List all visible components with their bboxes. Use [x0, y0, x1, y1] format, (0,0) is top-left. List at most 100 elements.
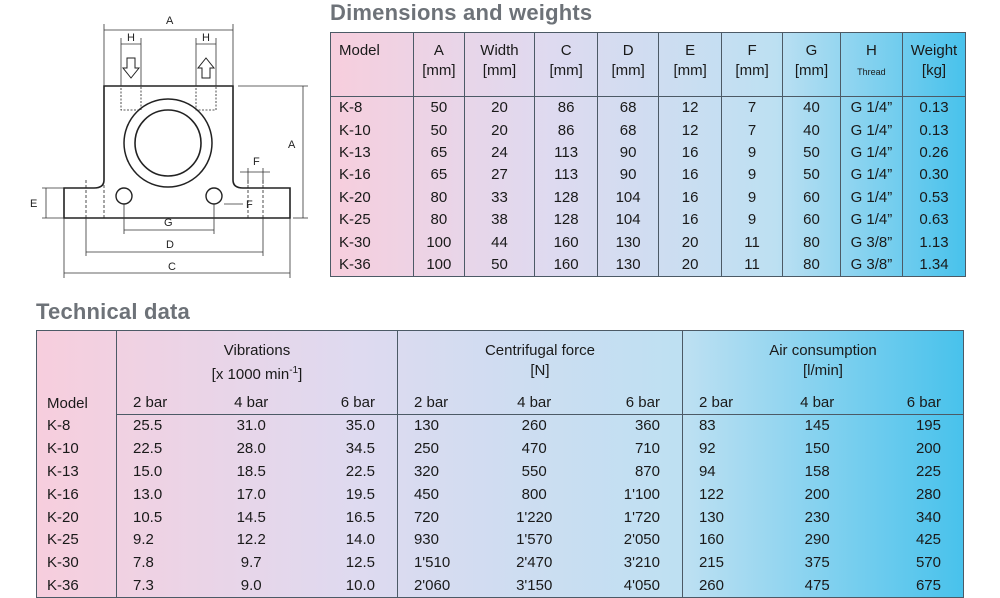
bore-outer — [123, 98, 213, 188]
dim-header-cell: Weight [kg] — [902, 32, 966, 97]
value-cell: 122 — [681, 483, 783, 507]
dimensions-title: Dimensions and weights — [330, 0, 593, 25]
value-cell: 200 — [804, 485, 830, 503]
value-cell: 7.8 — [116, 551, 217, 575]
value-cell: 60 — [782, 208, 841, 232]
model-cell: K-30 — [36, 551, 117, 575]
value-cell: 113 — [534, 141, 599, 165]
sub-header-pressure: 4 bar — [216, 386, 287, 415]
value-cell: 1'720 — [623, 508, 660, 526]
value-cell: 3'150 — [499, 574, 570, 598]
model-cell: K-13 — [330, 141, 414, 165]
dim-header-cell: D [mm] — [597, 32, 660, 97]
value-cell: 870 — [634, 462, 660, 480]
value-cell: 113 — [534, 164, 599, 187]
value-cell: 160 — [681, 528, 783, 552]
value-cell: 800 — [521, 485, 547, 503]
value-cell: 22.5 — [345, 462, 375, 480]
dim-header-cell: Width [mm] — [463, 32, 536, 97]
value-cell: 375 — [804, 554, 830, 572]
value-cell: 86 — [534, 119, 599, 142]
dim-label-G: G — [164, 217, 173, 229]
value-cell: 7 — [721, 96, 784, 120]
value-cell: 710 — [634, 440, 660, 458]
hole-right — [205, 187, 223, 205]
model-cell: K-20 — [330, 186, 414, 209]
value-cell: 320 — [396, 460, 500, 484]
value-cell: 104 — [597, 186, 660, 209]
value-cell: 16 — [658, 141, 723, 165]
dim-label-F: F — [253, 156, 260, 168]
value-cell: 90 — [597, 141, 660, 165]
dim-header-cell: A [mm] — [412, 32, 465, 97]
vibrator-drawing-svg: A H H A F F E G D C — [30, 15, 308, 278]
model-cell: K-36 — [36, 574, 117, 598]
sub-header-pressure: 4 bar — [499, 386, 570, 415]
technical-title: Technical data — [36, 299, 190, 324]
dim-header-cell: G [mm] — [782, 32, 841, 97]
dim-label-A-side: A — [288, 139, 296, 151]
value-cell: 18.5 — [236, 462, 266, 480]
value-cell: 27 — [463, 164, 536, 187]
value-cell: 0.63 — [902, 208, 966, 232]
table-row: K-13 65 24 113 90 16 9 50 G 1/4” 0.26 — [330, 141, 966, 165]
value-cell: 20 — [658, 231, 723, 254]
value-cell: 12.5 — [345, 554, 375, 572]
value-cell: 2'060 — [396, 574, 500, 598]
value-cell: 128 — [534, 208, 599, 232]
value-cell: 16 — [658, 164, 723, 187]
value-cell: 9 — [721, 141, 784, 165]
value-cell: 50 — [782, 141, 841, 165]
value-cell: 68 — [597, 96, 660, 120]
value-cell: 1.34 — [902, 253, 966, 278]
value-cell: 720 — [396, 506, 500, 529]
group-header-air-consumption: Air consumption [l/min] — [681, 330, 965, 386]
value-cell: 22.5 — [116, 437, 217, 461]
value-cell: 340 — [852, 506, 965, 529]
value-cell: 160 — [534, 253, 599, 278]
sub-header-pressure: 6 bar — [569, 386, 683, 415]
value-cell: 0.30 — [902, 164, 966, 187]
table-row: K-20 10.5 14.5 16.5 720 1'220 1'720 130 230 340 — [36, 506, 965, 529]
value-cell: 10.0 — [286, 574, 398, 598]
value-cell: 0.13 — [902, 119, 966, 142]
table-row: K-16 65 27 113 90 16 9 50 G 1/4” 0.30 — [330, 164, 966, 187]
value-cell: 158 — [804, 462, 830, 480]
value-cell: 86 — [534, 96, 599, 120]
value-cell: 19.5 — [345, 485, 375, 503]
model-cell: K-25 — [330, 208, 414, 232]
model-cell: K-8 — [36, 414, 117, 438]
value-cell: 0.53 — [902, 186, 966, 209]
value-cell: 9.0 — [216, 574, 287, 598]
value-cell: 2'050 — [623, 531, 660, 549]
value-cell: 9 — [721, 208, 784, 232]
value-cell: 160 — [534, 231, 599, 254]
value-cell: 260 — [681, 574, 783, 598]
value-cell: 128 — [534, 186, 599, 209]
tech-model-header: Model — [36, 330, 117, 415]
value-cell: 1'100 — [623, 485, 660, 503]
value-cell: 12.2 — [236, 531, 266, 549]
value-cell: 425 — [852, 528, 965, 552]
value-cell: 2'470 — [516, 554, 553, 572]
value-cell: G 3/8” — [839, 231, 904, 254]
value-cell: G 1/4” — [839, 141, 904, 165]
value-cell: 475 — [782, 574, 853, 598]
value-cell: 7 — [721, 119, 784, 142]
table-row: K-30 100 44 160 130 20 11 80 G 3/8” 1.13 — [330, 231, 966, 254]
bore-inner — [134, 109, 202, 177]
value-cell: 150 — [804, 440, 830, 458]
technical-drawing: A H H A F F E G D C — [8, 8, 318, 278]
table-row: K-36 7.3 9.0 10.0 2'060 3'150 4'050 260 475 675 — [36, 574, 965, 598]
value-cell: 50 — [412, 119, 465, 142]
model-cell: K-13 — [36, 460, 117, 484]
model-cell: K-10 — [36, 437, 117, 461]
table-row: K-10 22.5 28.0 34.5 250 470 710 92 150 200 — [36, 437, 965, 461]
value-cell: 10.5 — [116, 506, 217, 529]
value-cell: 60 — [782, 186, 841, 209]
value-cell: 15.0 — [116, 460, 217, 484]
value-cell: 9.7 — [240, 554, 262, 572]
value-cell: G 1/4” — [839, 119, 904, 142]
value-cell: 40 — [782, 119, 841, 142]
model-cell: K-20 — [36, 506, 117, 529]
